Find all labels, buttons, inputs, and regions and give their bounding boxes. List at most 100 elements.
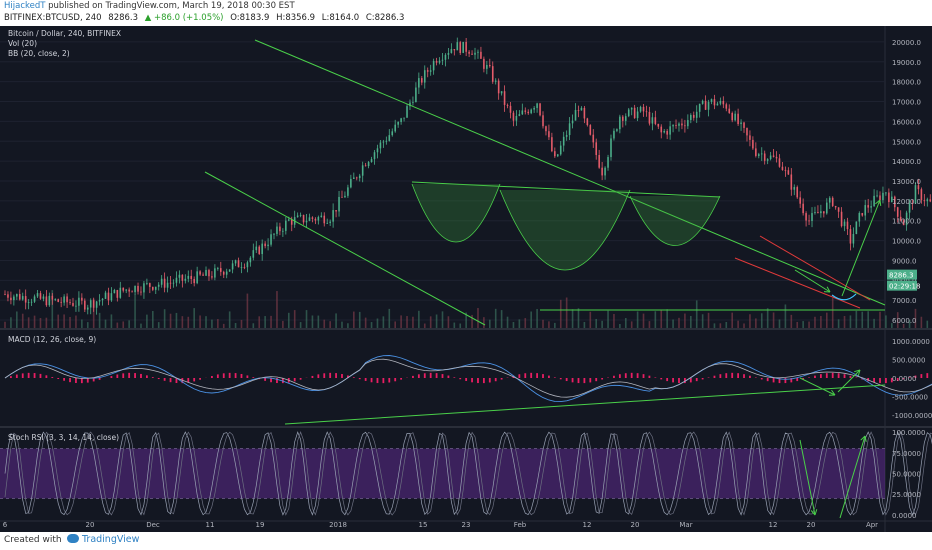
macd-tick-label: -500.0000 [892,393,928,401]
candle-body [743,122,745,128]
volume-bar [660,309,663,328]
candle-body [264,243,266,247]
arrow-up-3 [839,435,866,519]
upper-trendline [254,39,886,306]
macd-hist-bar [270,378,272,383]
macd-tick-label: 500.0000 [892,357,925,365]
volume-bar [896,312,899,328]
macd-hist-bar [163,378,166,381]
volume-bar [565,297,568,328]
volume-bar [707,312,710,328]
volume-bar [654,311,657,328]
candle-body [899,216,902,221]
candle-body [737,113,739,125]
candle-body [583,107,586,119]
chart-area[interactable]: 20000.0 19000.0 18000.0 17000.0 16000.0 15000… [0,26,932,532]
macd-hist-bar [341,374,343,378]
volume-bar [270,315,272,328]
arrow-down-3 [799,439,816,516]
macd-hist-bar [51,377,54,378]
volume-bar [790,314,793,328]
time-tick-label: 11 [206,521,215,529]
macd-hist-bar [199,378,202,380]
volume-bar [506,316,509,328]
candle-body [394,124,397,132]
candle-body [657,123,660,127]
price-tick-label: 12000.0 [892,198,921,206]
macd-hist-bar [45,375,48,378]
candle-body [781,166,784,170]
countdown-badge-text: 02:29:18 [889,283,920,291]
time-tick-label: Mar [679,521,692,529]
candle-body [746,127,748,136]
volume-bar [299,322,302,328]
candle-body [169,282,172,284]
tradingview-logo-icon [67,534,79,543]
volume-bar [583,321,586,328]
candle-body [36,293,39,297]
volume-bar [311,315,314,328]
candle-body [51,295,54,300]
macd-hist-bar [246,375,249,378]
candle-body [225,271,228,275]
stoch-legend: Stoch RSI (3, 3, 14, 14, close) [8,433,119,442]
candle-body [811,213,813,221]
candle-body [512,112,515,121]
candle-body [72,303,74,306]
candle-body [616,129,618,131]
volume-bar [134,294,136,328]
macd-hist-bar [814,375,816,378]
macd-hist-bar [790,378,793,383]
candle-body [379,142,382,149]
macd-hist-bar [559,378,562,380]
candle-body [630,107,633,110]
macd-hist-bar [660,378,663,380]
volume-bar [423,323,426,328]
candle-body [766,159,769,161]
candle-body [355,177,358,179]
volume-bar [104,319,107,328]
macd-hist-bar [80,378,83,384]
volume-bar [175,312,178,328]
author-link[interactable]: HijackedT [4,1,46,11]
candle-body [840,211,843,227]
tradingview-brand[interactable]: TradingView [67,534,139,545]
macd-hist-bar [725,373,728,378]
candle-body [613,130,615,139]
candle-body [462,41,464,53]
macd-hist-bar [329,372,332,378]
candle-body [146,283,148,284]
publication-info: HijackedT published on TradingView.com, … [4,1,295,11]
candle-body [86,307,89,310]
chart-svg[interactable]: 20000.0 19000.0 18000.0 17000.0 16000.0 15000… [0,26,932,532]
macd-hist-bar [926,373,929,378]
candle-body [731,112,733,121]
volume-bar [234,322,237,328]
macd-tick-label: 0.0000 [892,375,917,383]
macd-hist-bar [500,378,503,380]
candle-body [249,257,252,263]
candle-body [645,111,648,113]
volume-bar [914,308,917,328]
price-tick-label: 13000.0 [892,178,921,186]
candle-body [571,120,574,124]
candle-body [107,292,110,301]
bounce-curve [831,293,857,301]
volume-bar [825,312,828,328]
price-tick-label: 14000.0 [892,158,921,166]
candle-body [509,105,512,113]
high-value: H:8356.9 [276,13,316,23]
volume-bar [217,319,219,328]
volume-bar [459,323,462,328]
macd-hist-bar [347,375,349,378]
candle-body [54,299,57,301]
candle-body [876,195,878,197]
candle-body [202,274,204,276]
candle-body [651,117,654,124]
candle-body [364,165,367,167]
macd-hist-bar [21,373,24,378]
macd-hist-bar [885,378,887,384]
macd-hist-bar [548,375,550,378]
candle-body [423,70,426,83]
created-with-text: Created with [4,535,62,545]
